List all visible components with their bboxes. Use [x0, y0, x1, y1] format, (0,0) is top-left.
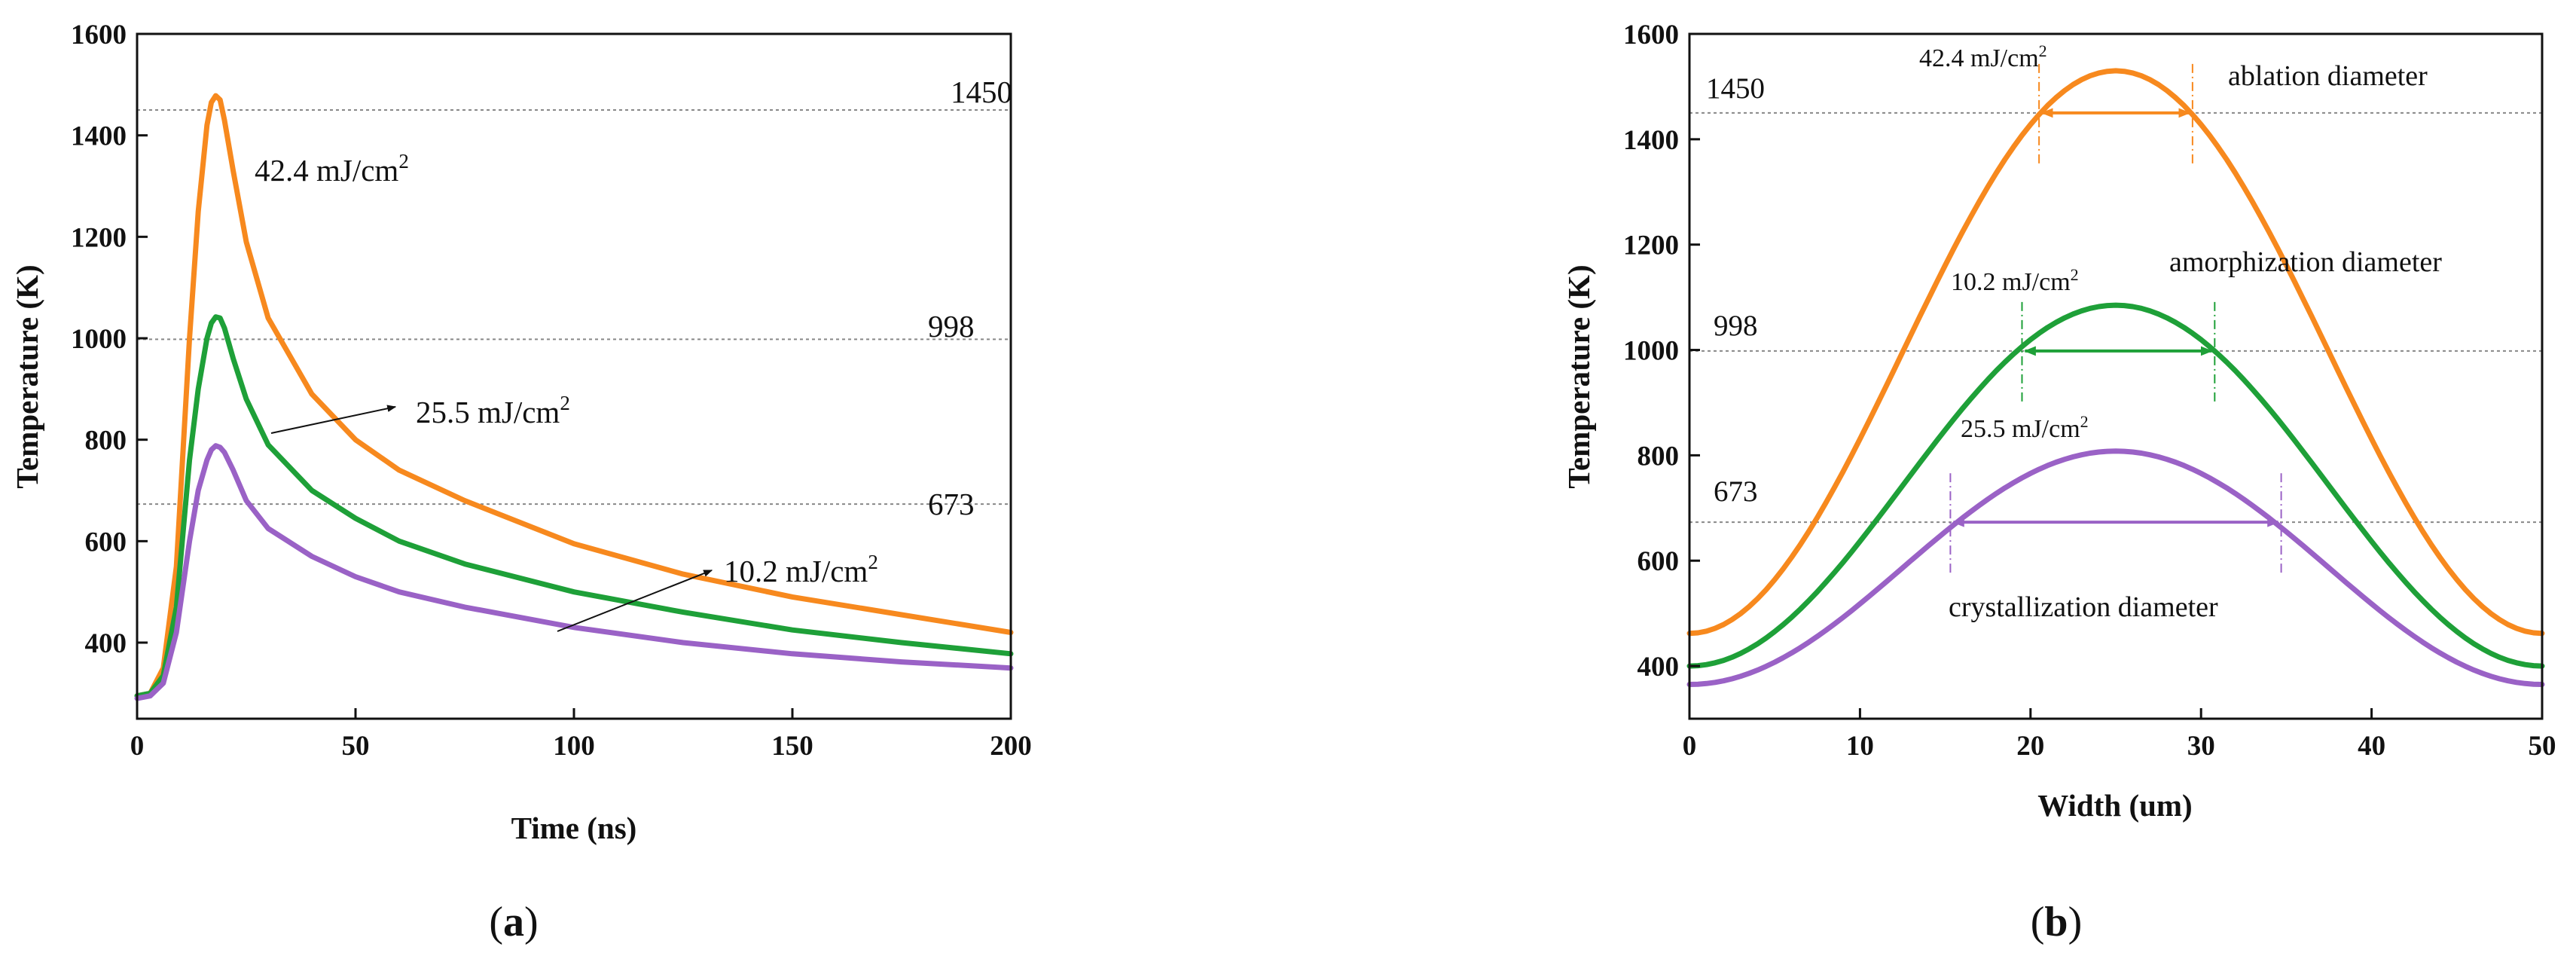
panel-b-threshold-label-673: 673	[1714, 475, 1758, 508]
panel-b-threshold-lines	[1689, 111, 2542, 524]
y-tick-label: 1000	[71, 324, 127, 355]
panel-b-ticks: 0 10 20 30 40 50 400 600 800 1000 1200 1400 1600	[1623, 20, 2556, 762]
panel-b-series-line-0	[1686, 68, 2545, 637]
panel-b-series-label-10: 10.2 mJ/cm2	[1951, 265, 2079, 296]
panel-b: 0 10 20 30 40 50 400 600 800 1000 1200 1400 1600 145…	[1561, 20, 2556, 945]
y-tick-label: 1200	[71, 222, 127, 253]
panel-b-threshold-label-1450: 1450	[1706, 72, 1765, 105]
panel-b-caption: (b)	[2031, 899, 2082, 945]
panel-a-threshold-label-673: 673	[928, 487, 975, 521]
x-tick-label: 10	[1846, 731, 1874, 762]
y-tick-label: 400	[1637, 652, 1680, 683]
panel-a-threshold-label-998: 998	[928, 309, 975, 344]
panel-a-series-label-42: 42.4 mJ/cm2	[255, 150, 409, 188]
panel-b-label-amorphization-diameter: amorphization diameter	[2169, 246, 2442, 278]
panel-a-annotation-arrow-25	[270, 405, 397, 434]
x-tick-label: 200	[990, 731, 1032, 762]
panel-b-y-axis-label: Temperature (K)	[1561, 264, 1596, 488]
x-tick-label: 50	[342, 731, 370, 762]
panel-a-series-line-0	[134, 93, 1014, 699]
x-tick-label: 40	[2358, 731, 2385, 762]
y-tick-label: 800	[85, 426, 127, 457]
y-tick-label: 1200	[1623, 231, 1679, 261]
panel-b-x-axis-label: Width (um)	[2037, 788, 2192, 823]
x-tick-label: 0	[1683, 731, 1697, 762]
y-tick-label: 1000	[1623, 336, 1679, 367]
y-tick-label: 1400	[71, 121, 127, 152]
panel-a-series-line-1	[134, 314, 1014, 699]
panel-a-y-axis-label: Temperature (K)	[10, 264, 44, 488]
y-tick-label: 1600	[71, 20, 127, 50]
panel-a: 0 50 100 150 200 400 600 800 1000 1200 1400 1600 14…	[10, 20, 1032, 945]
panel-a-caption: (a)	[489, 899, 538, 945]
x-tick-label: 30	[2187, 731, 2215, 762]
panel-a-series-label-10: 10.2 mJ/cm2	[724, 551, 878, 588]
panel-a-series-line-2	[134, 443, 1014, 701]
y-tick-label: 1600	[1623, 20, 1679, 50]
panel-b-series-line-1	[1686, 302, 2545, 669]
panel-a-series	[134, 93, 1014, 701]
y-tick-label: 1400	[1623, 125, 1679, 156]
panel-a-ticks: 0 50 100 150 200 400 600 800 1000 1200 1400 1600	[71, 20, 1032, 762]
panel-b-series	[1686, 68, 2545, 687]
panel-a-threshold-label-1450: 1450	[951, 75, 1012, 109]
panel-b-diameter-markers	[1949, 63, 2282, 576]
x-tick-label: 150	[771, 731, 813, 762]
x-tick-label: 100	[553, 731, 595, 762]
panel-a-annotation-arrow-10	[557, 570, 713, 632]
y-tick-label: 600	[1637, 546, 1680, 577]
panel-a-plot-frame	[136, 32, 1012, 720]
y-tick-label: 600	[85, 527, 127, 557]
x-tick-label: 20	[2016, 731, 2044, 762]
x-tick-label: 50	[2529, 731, 2556, 762]
panel-b-series-line-2	[1686, 448, 2545, 687]
panel-b-label-crystallization-diameter: crystallization diameter	[1949, 591, 2218, 623]
panel-b-series-label-42: 42.4 mJ/cm2	[1919, 41, 2047, 72]
panel-a-series-label-25: 25.5 mJ/cm2	[416, 392, 570, 429]
panel-b-threshold-label-998: 998	[1714, 310, 1758, 342]
x-tick-label: 0	[130, 731, 145, 762]
y-tick-label: 800	[1637, 441, 1680, 472]
panel-b-series-label-25: 25.5 mJ/cm2	[1961, 412, 2089, 443]
y-tick-label: 400	[85, 628, 127, 659]
panel-b-plot-frame	[1688, 32, 2544, 720]
panel-a-x-axis-label: Time (ns)	[511, 811, 637, 845]
panel-b-label-ablation-diameter: ablation diameter	[2228, 60, 2428, 92]
